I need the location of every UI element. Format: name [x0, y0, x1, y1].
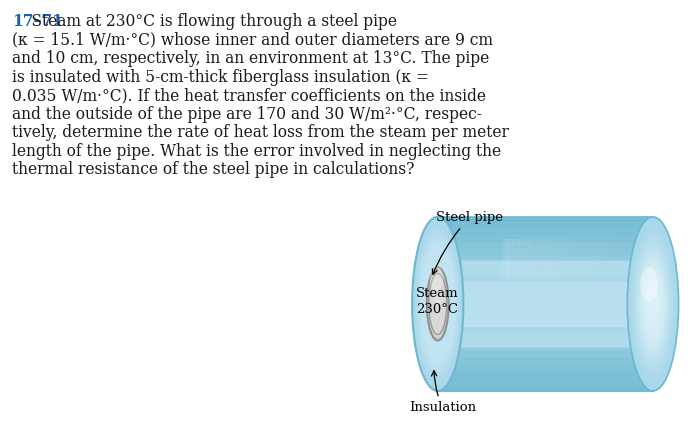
Text: is insulated with 5-cm-thick fiberglass insulation (κ =: is insulated with 5-cm-thick fiberglass …: [12, 68, 429, 86]
Text: 17–71: 17–71: [12, 13, 63, 30]
Text: and 10 cm, respectively, in an environment at 13°C. The pipe: and 10 cm, respectively, in an environme…: [12, 50, 489, 67]
Ellipse shape: [414, 223, 461, 384]
Ellipse shape: [429, 266, 443, 290]
Text: Steam
230°C: Steam 230°C: [416, 287, 459, 316]
Ellipse shape: [627, 217, 679, 391]
Ellipse shape: [645, 279, 661, 329]
Ellipse shape: [429, 275, 446, 333]
Ellipse shape: [427, 268, 448, 340]
Ellipse shape: [639, 257, 667, 351]
Ellipse shape: [417, 234, 458, 374]
Ellipse shape: [418, 239, 457, 369]
Text: length of the pipe. What is the error involved in neglecting the: length of the pipe. What is the error in…: [12, 143, 501, 160]
Ellipse shape: [638, 253, 668, 355]
Ellipse shape: [644, 275, 661, 333]
Ellipse shape: [417, 232, 459, 376]
Ellipse shape: [647, 282, 659, 326]
Ellipse shape: [429, 273, 447, 334]
Text: (κ = 15.1 W/m·°C) whose inner and outer diameters are 9 cm: (κ = 15.1 W/m·°C) whose inner and outer …: [12, 32, 493, 48]
Ellipse shape: [640, 268, 658, 302]
Ellipse shape: [433, 288, 443, 320]
Ellipse shape: [428, 270, 448, 338]
Ellipse shape: [633, 235, 673, 373]
Ellipse shape: [635, 242, 671, 366]
Ellipse shape: [412, 217, 464, 391]
Text: 0.035 W/m·°C). If the heat transfer coefficients on the inside: 0.035 W/m·°C). If the heat transfer coef…: [12, 87, 486, 104]
Text: Steam at 230°C is flowing through a steel pipe: Steam at 230°C is flowing through a stee…: [12, 13, 397, 30]
Ellipse shape: [415, 226, 461, 382]
Ellipse shape: [634, 239, 672, 369]
Ellipse shape: [420, 245, 455, 363]
Ellipse shape: [636, 246, 670, 362]
Text: and the outside of the pipe are 170 and 30 W/m²·°C, respec-: and the outside of the pipe are 170 and …: [12, 105, 482, 122]
Ellipse shape: [652, 300, 654, 307]
Ellipse shape: [641, 264, 665, 344]
Ellipse shape: [640, 260, 666, 348]
Ellipse shape: [642, 268, 664, 340]
Ellipse shape: [650, 293, 656, 315]
Text: Insulation: Insulation: [409, 371, 476, 414]
Ellipse shape: [431, 280, 445, 327]
Ellipse shape: [430, 278, 445, 330]
Text: thermal resistance of the steel pipe in calculations?: thermal resistance of the steel pipe in …: [12, 161, 415, 178]
Text: Steel pipe: Steel pipe: [432, 211, 503, 274]
Ellipse shape: [421, 247, 454, 360]
Ellipse shape: [418, 236, 458, 372]
Ellipse shape: [647, 286, 658, 322]
Ellipse shape: [651, 297, 655, 311]
Ellipse shape: [631, 232, 674, 376]
Ellipse shape: [429, 273, 447, 335]
Ellipse shape: [637, 250, 669, 358]
Ellipse shape: [433, 290, 442, 306]
Ellipse shape: [419, 241, 457, 367]
Ellipse shape: [643, 271, 663, 336]
Ellipse shape: [432, 283, 444, 325]
Ellipse shape: [420, 243, 456, 365]
FancyBboxPatch shape: [438, 217, 653, 391]
Ellipse shape: [416, 230, 459, 378]
Ellipse shape: [416, 228, 460, 380]
Ellipse shape: [432, 285, 443, 322]
Ellipse shape: [434, 291, 441, 317]
Text: tively, determine the rate of heat loss from the steam per meter: tively, determine the rate of heat loss …: [12, 124, 509, 141]
Ellipse shape: [649, 289, 657, 318]
Ellipse shape: [427, 268, 448, 340]
